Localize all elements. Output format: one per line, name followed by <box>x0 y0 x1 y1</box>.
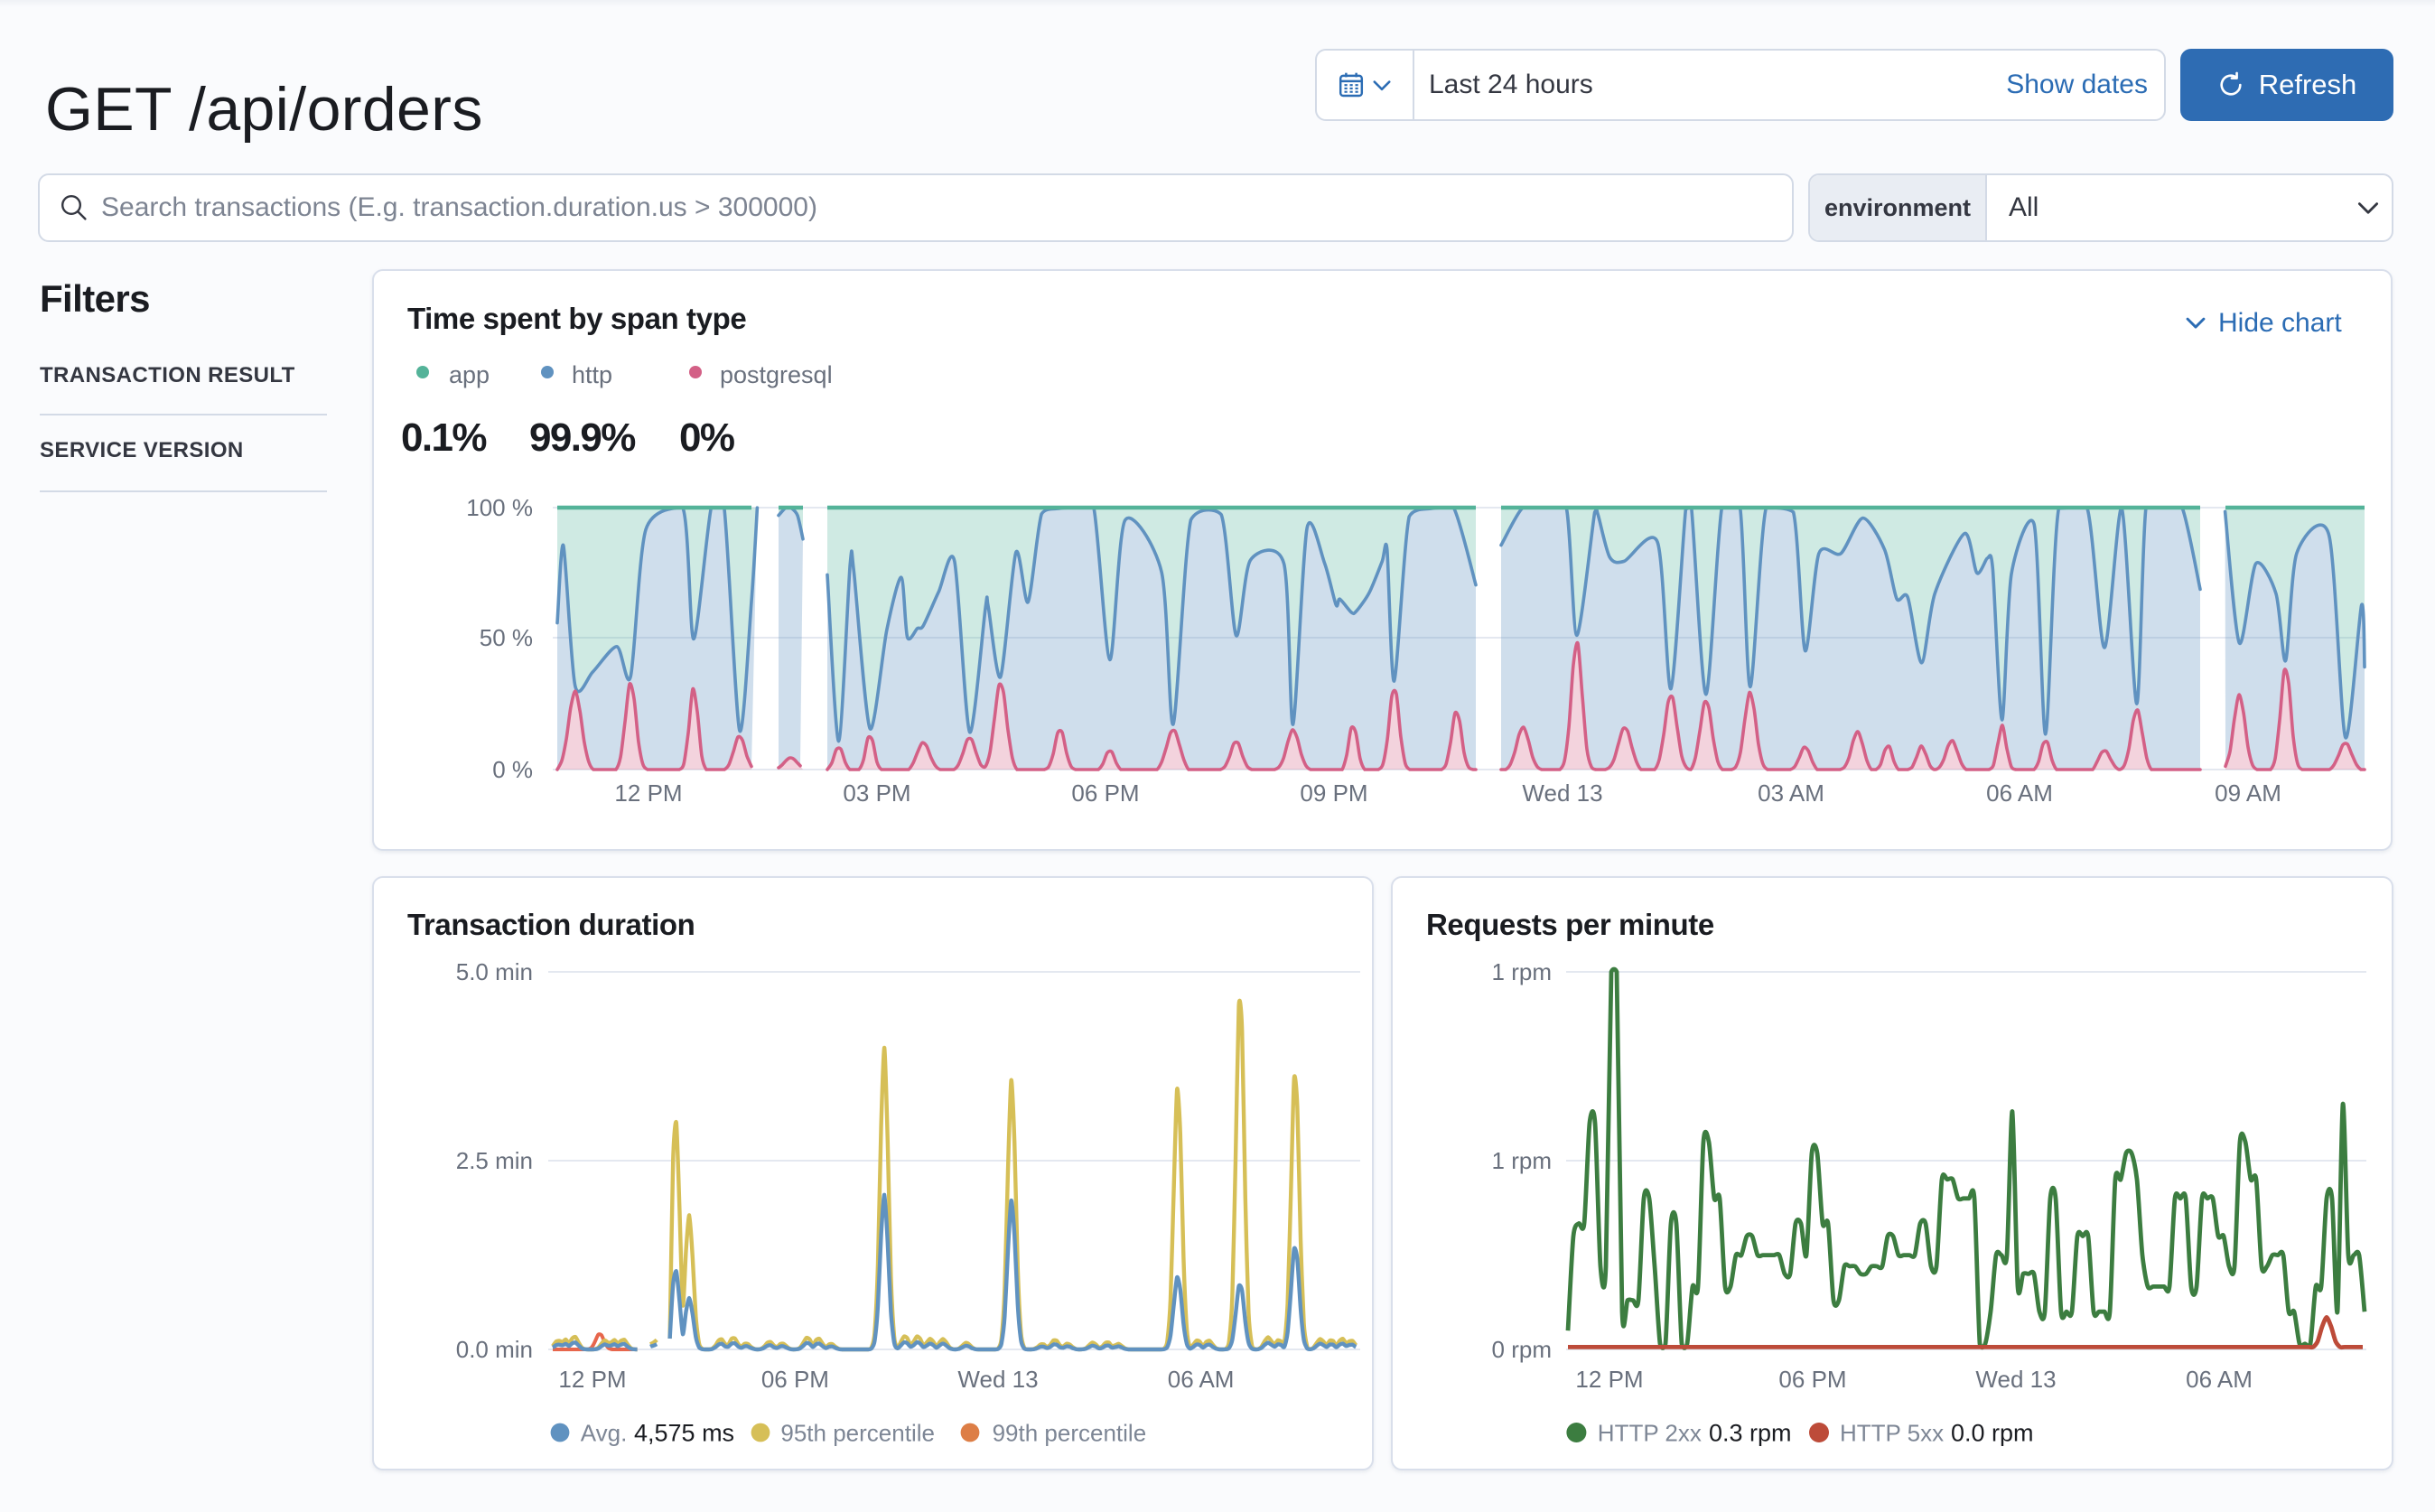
svg-text:Wed 13: Wed 13 <box>1975 1366 2056 1393</box>
svg-text:06 PM: 06 PM <box>1071 779 1139 807</box>
svg-text:09 AM: 09 AM <box>2215 779 2281 807</box>
svg-text:09 PM: 09 PM <box>1300 779 1367 807</box>
svg-text:1 rpm: 1 rpm <box>1492 958 1552 985</box>
svg-text:12 PM: 12 PM <box>1575 1366 1643 1393</box>
svg-text:0 %: 0 % <box>492 756 533 783</box>
svg-text:100 %: 100 % <box>466 494 533 521</box>
svg-text:12 PM: 12 PM <box>558 1366 626 1393</box>
svg-text:99th percentile: 99th percentile <box>993 1420 1147 1447</box>
svg-text:0 rpm: 0 rpm <box>1492 1336 1552 1363</box>
svg-text:06 AM: 06 AM <box>2186 1366 2253 1393</box>
svg-text:06 AM: 06 AM <box>1986 779 2053 807</box>
svg-text:HTTP 5xx: HTTP 5xx <box>1840 1420 1944 1447</box>
svg-text:06 PM: 06 PM <box>761 1366 829 1393</box>
svg-text:06 PM: 06 PM <box>1778 1366 1846 1393</box>
svg-text:HTTP 2xx: HTTP 2xx <box>1598 1420 1702 1447</box>
svg-text:0.0 min: 0.0 min <box>456 1336 533 1363</box>
svg-text:12 PM: 12 PM <box>614 779 682 807</box>
svg-text:Wed 13: Wed 13 <box>957 1366 1038 1393</box>
svg-text:03 PM: 03 PM <box>843 779 910 807</box>
svg-text:06 AM: 06 AM <box>1168 1366 1235 1393</box>
svg-text:03 AM: 03 AM <box>1758 779 1824 807</box>
svg-text:5.0 min: 5.0 min <box>456 958 533 985</box>
svg-text:0.3 rpm: 0.3 rpm <box>1709 1420 1792 1447</box>
svg-text:0.0 rpm: 0.0 rpm <box>1951 1420 2034 1447</box>
svg-text:Wed 13: Wed 13 <box>1522 779 1602 807</box>
svg-text:4,575 ms: 4,575 ms <box>634 1420 734 1447</box>
svg-text:2.5 min: 2.5 min <box>456 1147 533 1174</box>
svg-text:1 rpm: 1 rpm <box>1492 1147 1552 1174</box>
svg-text:95th percentile: 95th percentile <box>780 1420 935 1447</box>
svg-text:Avg.: Avg. <box>581 1420 628 1447</box>
svg-text:50 %: 50 % <box>480 624 533 651</box>
